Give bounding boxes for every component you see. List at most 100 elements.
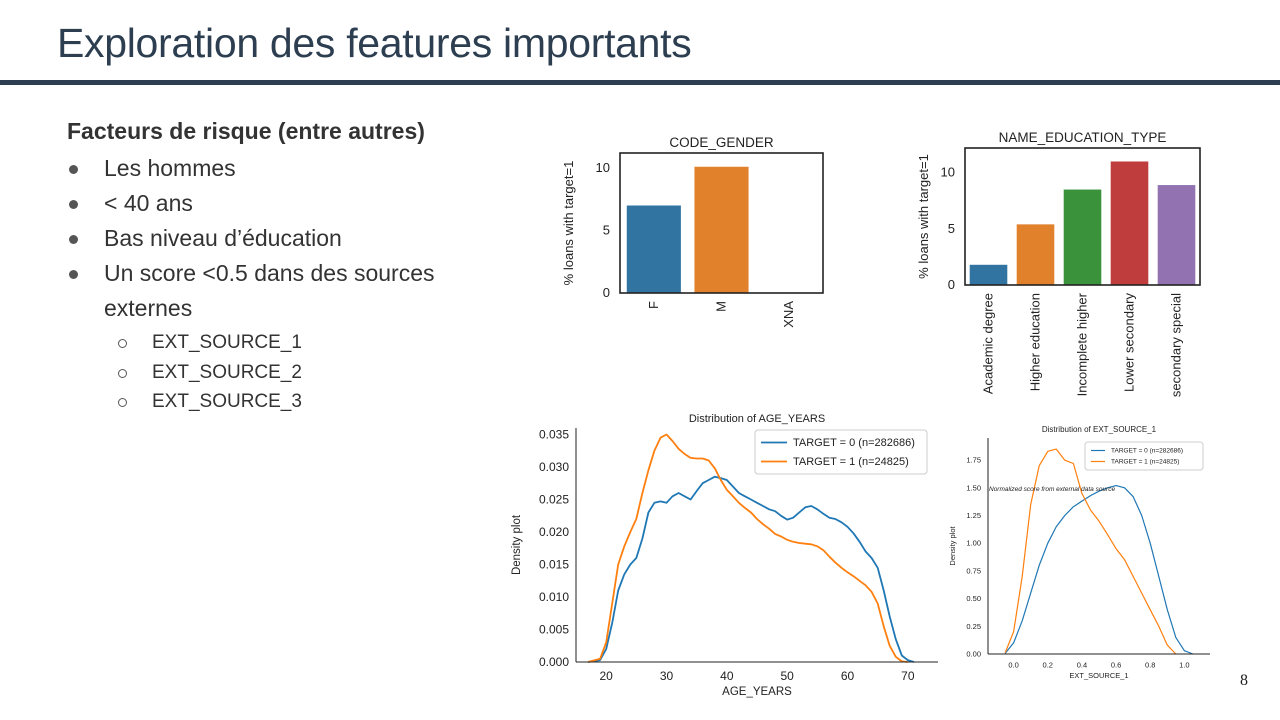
x-tick-label: Incomplete higher	[1075, 292, 1090, 396]
plot-frame	[619, 152, 824, 294]
legend-box	[754, 429, 928, 475]
y-tick-label: 1.75	[966, 456, 981, 465]
list-item-text: Un score <0.5 dans des sources externes	[104, 260, 435, 321]
x-tick-label: 20	[599, 669, 613, 683]
list-item-text: < 40 ans	[104, 190, 193, 216]
y-tick-label: 10	[596, 160, 610, 175]
x-tick-label: secondary special	[1169, 293, 1184, 397]
y-tick-label: 10	[941, 165, 955, 180]
bullet-icon	[69, 270, 78, 279]
hollow-bullet-icon	[118, 398, 127, 407]
slide-title: Exploration des features importants	[57, 20, 692, 66]
y-tick-label: 0.000	[539, 655, 569, 669]
y-axis-label: % loans with target=1	[561, 161, 576, 286]
legend-label: TARGET = 1 (n=24825)	[793, 456, 909, 468]
x-tick-label: 50	[780, 669, 794, 683]
y-tick-label: 1.25	[966, 511, 981, 520]
risk-factors-text: Facteurs de risque (entre autres) Les ho…	[67, 118, 507, 417]
legend-label: TARGET = 0 (n=282686)	[793, 437, 915, 449]
x-tick-label: 1.0	[1179, 661, 1189, 670]
legend-label: TARGET = 1 (n=24825)	[1111, 459, 1179, 466]
ext-source-density-chart: Distribution of EXT_SOURCE_1 0.00 0.25 0.50…	[948, 425, 1210, 680]
risk-factors-list: Les hommes < 40 ans Bas niveau d’éducati…	[67, 151, 507, 417]
y-tick-label: 0.25	[966, 622, 981, 631]
y-axis-label: % loans with target=1	[916, 154, 931, 279]
hollow-bullet-icon	[118, 368, 127, 378]
list-item: < 40 ans	[67, 186, 507, 221]
y-tick-label: 5	[948, 221, 955, 236]
bar	[1110, 161, 1149, 285]
bullet-icon	[69, 200, 78, 209]
bar	[626, 205, 681, 293]
age-density-chart: Distribution of AGE_YEARS 0.000 0.005 0.010…	[511, 413, 938, 698]
y-tick-label: 0.00	[966, 650, 981, 659]
sub-list-item-text: EXT_SOURCE_3	[152, 391, 302, 412]
annotation-text: Normalized score from external data sour…	[989, 486, 1115, 493]
y-tick-label: 5	[603, 223, 610, 238]
gender-bar-chart: CODE_GENDER 0 5 10 F M XNA % loans with target=…	[561, 135, 824, 328]
y-axis-label: Density plot	[948, 525, 957, 565]
y-tick-label: 0.005	[539, 623, 569, 637]
x-tick-label: 70	[901, 669, 915, 683]
series-line	[1004, 485, 1194, 655]
y-tick-label: 0.015	[539, 558, 569, 572]
chart-title: NAME_EDUCATION_TYPE	[999, 130, 1167, 145]
x-tick-label: 0.6	[1111, 661, 1121, 670]
y-tick-label: 0.035	[539, 428, 569, 442]
bullet-icon	[69, 235, 78, 244]
sub-list-item: EXT_SOURCE_1	[67, 328, 507, 358]
bar	[694, 166, 749, 293]
y-tick-label: 0.010	[539, 590, 569, 604]
title-divider	[0, 80, 1280, 85]
legend-label: TARGET = 0 (n=282686)	[1111, 448, 1183, 455]
bar	[1157, 185, 1196, 285]
list-item: Les hommes	[67, 151, 507, 186]
x-tick-label: 0.4	[1077, 661, 1087, 670]
series-line	[587, 475, 915, 663]
chart-title: Distribution of EXT_SOURCE_1	[1042, 425, 1157, 434]
x-tick-label: Higher education	[1028, 293, 1043, 391]
x-tick-label: Academic degree	[981, 293, 996, 394]
y-tick-label: 1.00	[966, 539, 981, 548]
x-axis-label: AGE_YEARS	[722, 686, 792, 698]
legend-box	[1084, 441, 1204, 471]
x-tick-label: M	[714, 301, 729, 312]
y-tick-label: 0	[948, 277, 955, 292]
ext-source-list: EXT_SOURCE_1 EXT_SOURCE_2 EXT_SOURCE_3	[67, 328, 507, 417]
series-line	[587, 433, 908, 663]
x-tick-label: 0.2	[1043, 661, 1053, 670]
list-item: Bas niveau d’éducation	[67, 221, 507, 256]
list-item: Un score <0.5 dans des sources externes …	[67, 256, 507, 417]
y-tick-label: 1.50	[966, 483, 981, 492]
sub-list-item-text: EXT_SOURCE_1	[152, 332, 302, 353]
x-tick-label: XNA	[781, 301, 796, 328]
x-tick-label: 30	[660, 669, 674, 683]
series-line	[1004, 448, 1177, 655]
chart-title: CODE_GENDER	[669, 135, 774, 150]
y-tick-label: 0.025	[539, 493, 569, 507]
y-tick-label: 0.75	[966, 566, 981, 575]
plot-frame	[964, 147, 1201, 286]
x-axis-label: EXT_SOURCE_1	[1069, 671, 1128, 680]
x-tick-label: 60	[841, 669, 855, 683]
x-tick-label: F	[646, 301, 661, 309]
x-tick-label: Lower secondary	[1122, 293, 1137, 392]
bar	[969, 264, 1008, 285]
x-tick-label: 0.0	[1008, 661, 1018, 670]
y-axis-label: Density plot	[511, 514, 523, 575]
education-bar-chart: NAME_EDUCATION_TYPE 0 5 10 Academic degree Hi…	[916, 130, 1201, 397]
page-number: 8	[1240, 672, 1248, 689]
bullet-icon	[69, 165, 78, 174]
list-item-text: Bas niveau d’éducation	[104, 225, 342, 251]
hollow-bullet-icon	[118, 339, 127, 348]
x-tick-label: 0.8	[1145, 661, 1155, 670]
y-tick-label: 0.030	[539, 460, 569, 474]
y-tick-label: 0	[603, 285, 610, 300]
sub-list-item: EXT_SOURCE_2	[67, 358, 507, 388]
bar	[1063, 189, 1102, 285]
x-tick-label: 40	[720, 669, 734, 683]
list-item-text: Les hommes	[104, 155, 236, 181]
chart-title: Distribution of AGE_YEARS	[689, 413, 825, 425]
bar	[1016, 224, 1055, 285]
risk-factors-heading: Facteurs de risque (entre autres)	[67, 118, 425, 144]
